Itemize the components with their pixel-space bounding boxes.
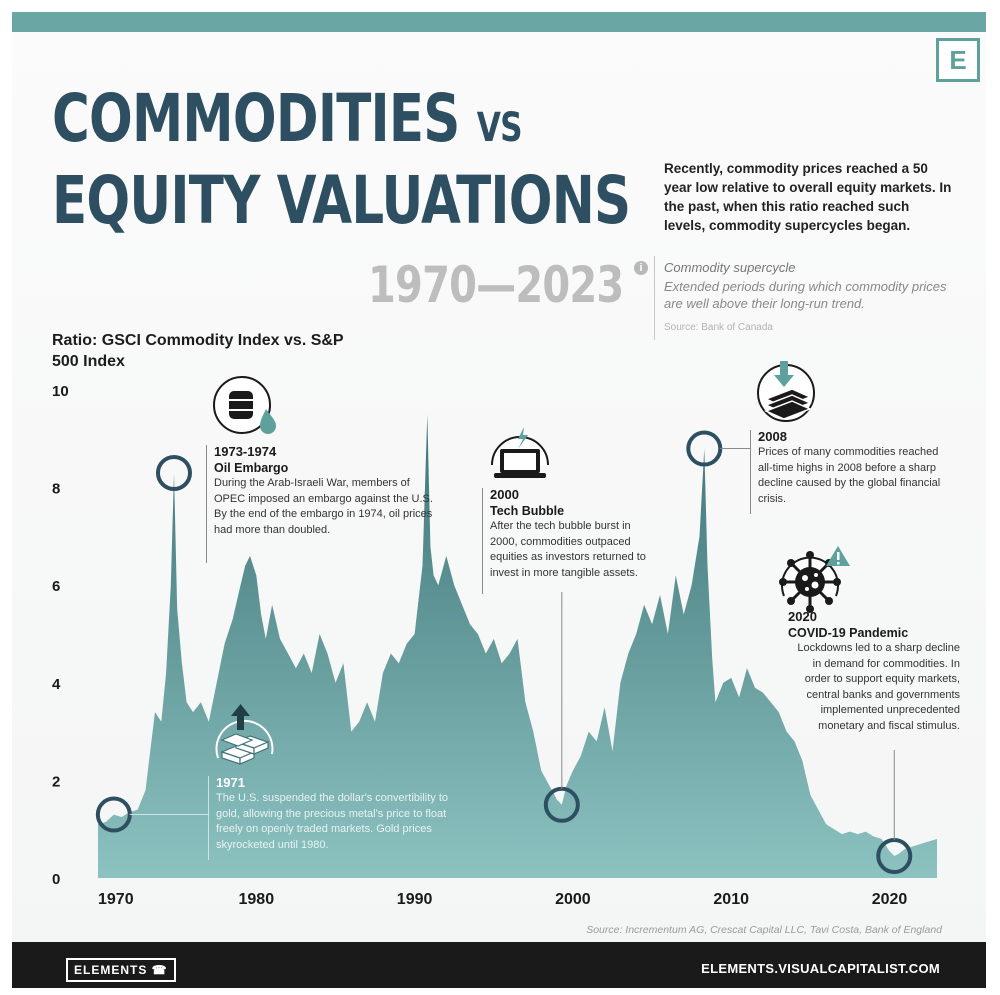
falling-cash-icon xyxy=(757,361,815,422)
ratio-area-series xyxy=(98,414,937,878)
annotation-1971: 1971 The U.S. suspended the dollar's con… xyxy=(208,774,456,860)
annotation-year: 2008 xyxy=(758,429,787,444)
annotation-year: 1973-1974 xyxy=(214,444,277,459)
oil-barrel-icon xyxy=(213,376,276,434)
annotation-text: After the tech bubble burst in 2000, com… xyxy=(490,520,646,579)
annotation-line xyxy=(482,488,483,594)
logo-letter: E xyxy=(949,44,967,75)
y-tick-label: 8 xyxy=(52,481,60,498)
annotation-text: Lockdowns led to a sharp decline in dema… xyxy=(797,642,960,732)
elements-brand-badge: ELEMENTS ☎ xyxy=(66,958,176,982)
y-axis-label: Ratio: GSCI Commodity Index vs. S&P 500 … xyxy=(52,332,344,370)
definition-text: Extended periods during which commodity … xyxy=(664,279,947,311)
x-tick-label: 1990 xyxy=(397,891,433,908)
ratio-area-chart: 0 2 4 6 8 10 1970 1980 1990 2000 2010 2020 xyxy=(52,361,937,908)
x-tick-label: 2000 xyxy=(555,891,591,908)
annotation-text: The U.S. suspended the dollar's converti… xyxy=(216,792,448,851)
footer-site-url: ELEMENTS.VISUALCAPITALIST.COM xyxy=(701,961,940,976)
annotation-year: 2000 xyxy=(490,487,519,502)
annotation-covid: 2020 COVID-19 Pandemic Lockdowns led to … xyxy=(788,608,960,734)
annotation-title: COVID-19 Pandemic xyxy=(788,626,909,640)
x-tick-label: 2020 xyxy=(872,891,908,908)
y-tick-label: 4 xyxy=(52,676,61,693)
title-vs: VS xyxy=(476,105,523,151)
annotation-text: During the Arab-Israeli War, members of … xyxy=(214,477,433,536)
info-icon: i xyxy=(634,261,648,275)
event-marker xyxy=(155,454,192,491)
y-tick-label: 6 xyxy=(52,578,60,595)
y-tick-label: 2 xyxy=(52,773,60,790)
definition-divider xyxy=(654,256,655,340)
annotation-line xyxy=(206,445,207,563)
title-commodities: COMMODITIES xyxy=(52,80,460,157)
annotation-tech-bubble: 2000 Tech Bubble After the tech bubble b… xyxy=(482,486,658,594)
annotation-text: Prices of many commodities reached all-t… xyxy=(758,446,941,505)
chart-source: Source: Incrementum AG, Crescat Capital … xyxy=(586,924,942,936)
annotation-line xyxy=(208,776,209,860)
title-years: 1970—2023 xyxy=(368,256,624,314)
gold-bars-icon xyxy=(215,704,274,765)
title-line-2: EQUITY VALUATIONS xyxy=(52,162,631,239)
top-accent-bar xyxy=(12,12,986,32)
definition-box: i Commodity supercycle Extended periods … xyxy=(634,256,958,340)
infographic-card: E COMMODITIES VS EQUITY VALUATIONS 1970—… xyxy=(12,12,986,988)
elements-logo-icon: E xyxy=(936,38,980,82)
annotation-oil-embargo: 1973-1974 Oil Embargo During the Arab-Is… xyxy=(206,443,444,563)
annotation-line xyxy=(750,430,751,514)
laptop-icon xyxy=(491,427,549,478)
annotation-year: 2020 xyxy=(788,609,817,624)
y-tick-label: 10 xyxy=(52,383,69,400)
intro-text: Recently, commodity prices reached a 50 … xyxy=(664,161,952,233)
title-line-1: COMMODITIES VS xyxy=(52,80,523,157)
x-tick-label: 1980 xyxy=(239,891,275,908)
virus-icon xyxy=(779,546,850,613)
x-tick-label: 2010 xyxy=(713,891,749,908)
annotation-title: Oil Embargo xyxy=(214,461,289,475)
definition-source: Source: Bank of Canada xyxy=(664,322,773,333)
annotation-year: 1971 xyxy=(216,775,245,790)
definition-title: Commodity supercycle xyxy=(664,260,796,275)
annotation-2008: 2008 Prices of many commodities reached … xyxy=(750,428,948,514)
brand-label: ELEMENTS xyxy=(74,963,148,977)
x-tick-label: 1970 xyxy=(98,891,134,908)
y-tick-label: 0 xyxy=(52,871,60,888)
annotation-title: Tech Bubble xyxy=(490,504,565,518)
